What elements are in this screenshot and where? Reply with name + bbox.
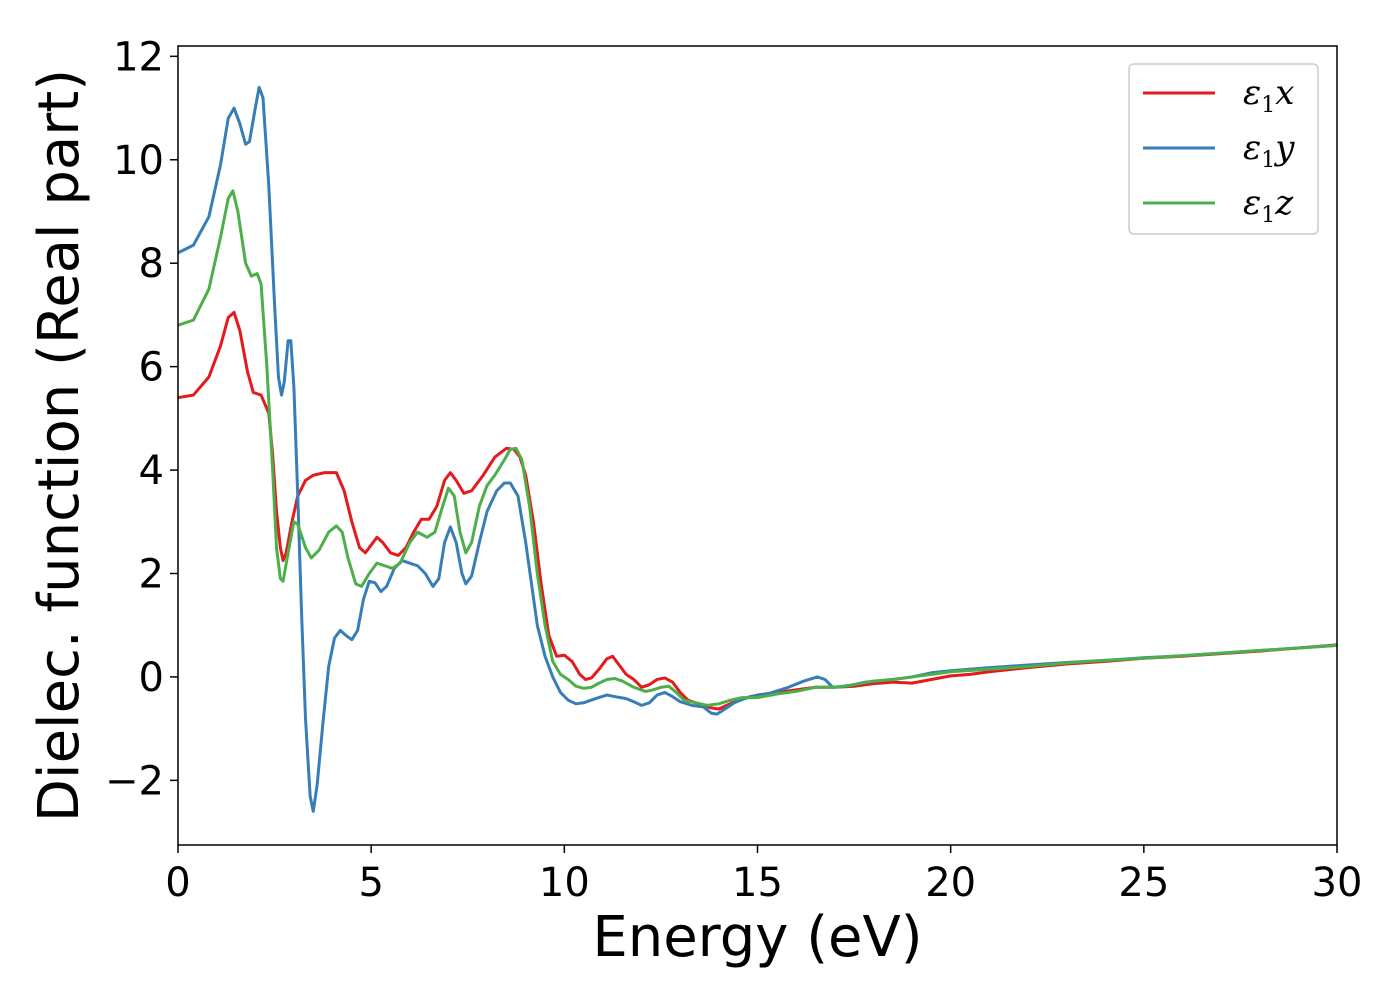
- legend-item-y: ε1y: [1143, 128, 1295, 173]
- x-tick-label: 30: [1312, 860, 1363, 906]
- x-axis-label: Energy (eV): [592, 905, 922, 970]
- y-tick-label: 8: [139, 241, 164, 287]
- x-tick-label: 25: [1118, 860, 1169, 906]
- legend-label: ε1x: [1243, 73, 1294, 118]
- legend-item-z: ε1z: [1143, 183, 1294, 228]
- x-tick-label: 20: [925, 860, 976, 906]
- series-line-x: [178, 310, 1337, 711]
- legend-box: [1128, 63, 1319, 235]
- y-tick-label: 2: [139, 551, 164, 597]
- ticks-layer: 0 5 10 15 20 25 30 −2 0 2 4 6 8 10 12: [105, 34, 1362, 906]
- y-tick-label: 6: [139, 345, 164, 391]
- x-tick-label: 10: [539, 860, 590, 906]
- series-layer: [178, 85, 1337, 813]
- y-tick-label: 0: [139, 655, 164, 701]
- y-tick-label: −2: [105, 758, 164, 804]
- x-tick-label: 5: [358, 860, 383, 906]
- series-line-y: [178, 85, 1337, 813]
- y-tick-label: 12: [113, 34, 164, 80]
- x-tick-label: 15: [732, 860, 783, 906]
- legend-label: ε1y: [1243, 128, 1295, 173]
- legend-label: ε1z: [1243, 183, 1294, 228]
- y-tick-label: 10: [113, 138, 164, 184]
- legend: ε1x ε1y ε1z: [1128, 63, 1319, 235]
- legend-item-x: ε1x: [1143, 73, 1294, 118]
- series-line-z: [178, 189, 1337, 707]
- y-tick-label: 4: [139, 448, 164, 494]
- x-tick-label: 0: [165, 860, 190, 906]
- y-axis-label: Dielec. function (Real part): [27, 69, 92, 822]
